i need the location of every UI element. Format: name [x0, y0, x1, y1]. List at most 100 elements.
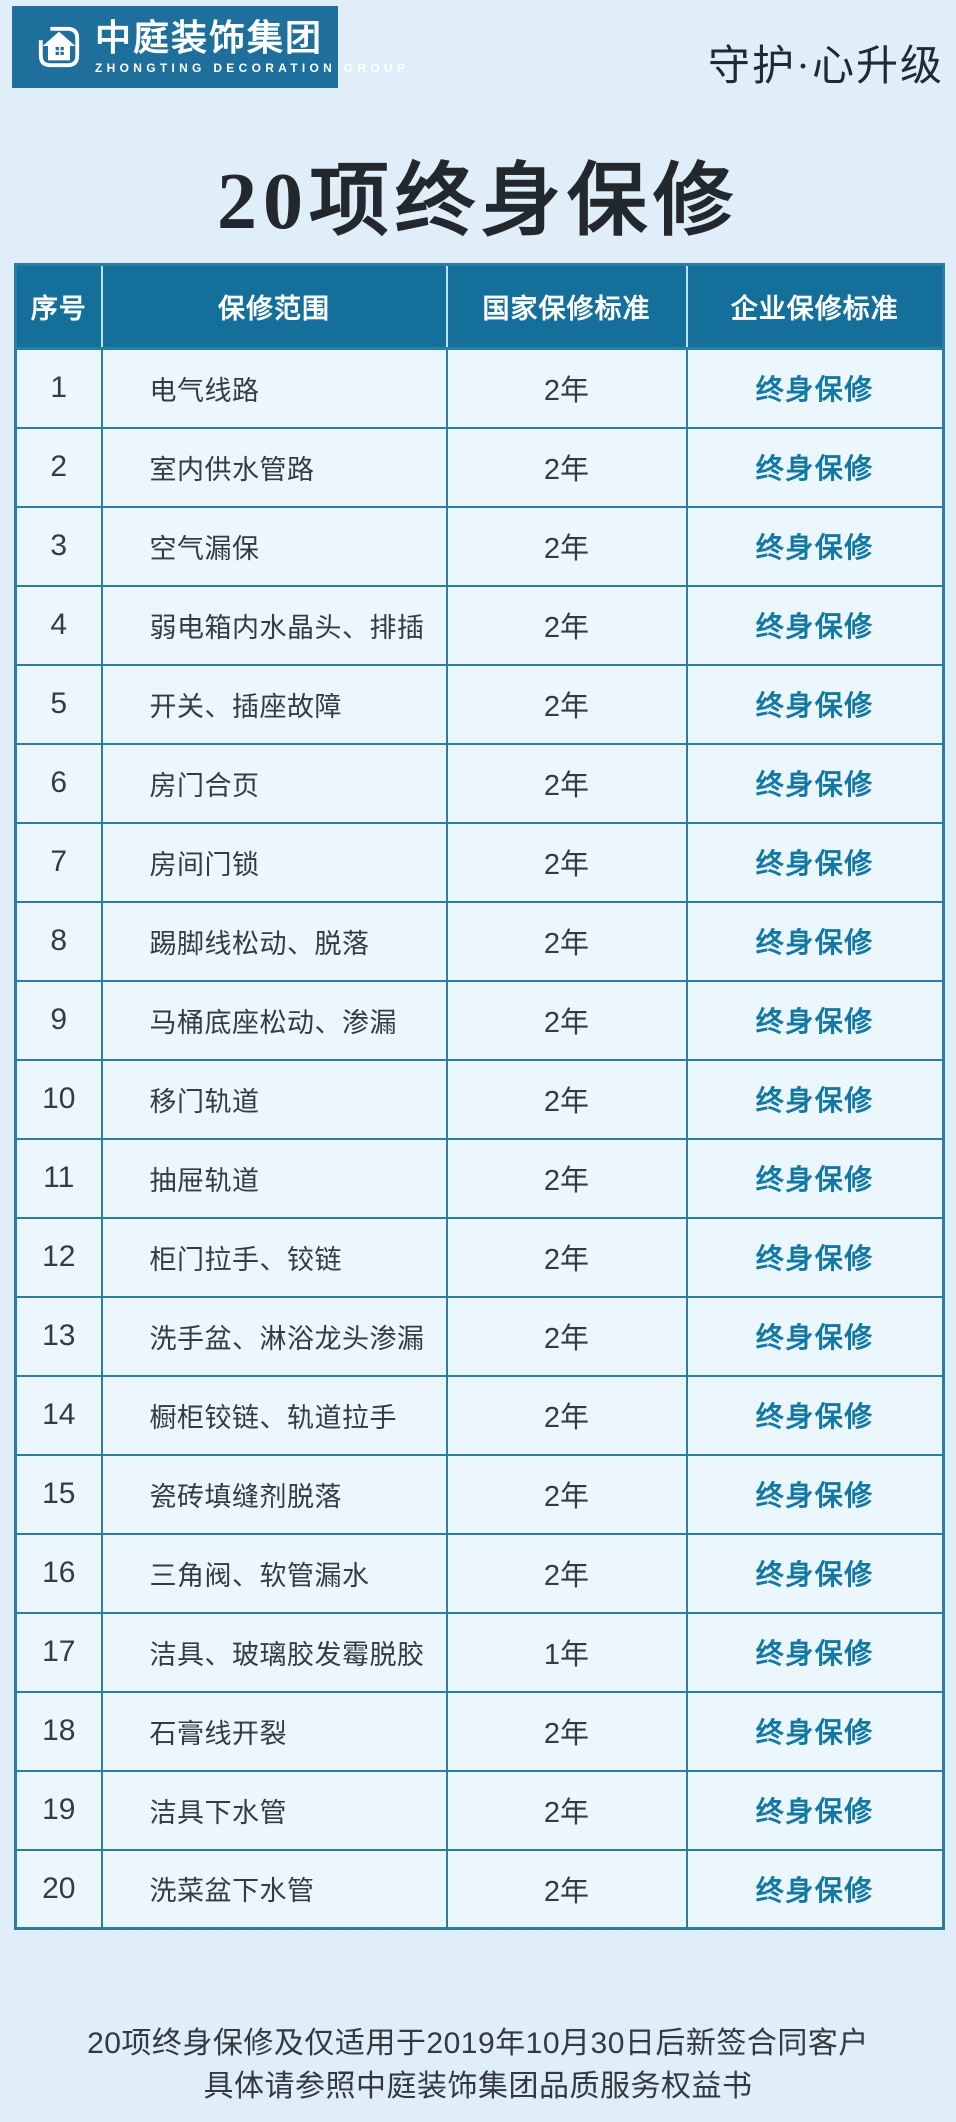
row-number-cell: 18: [14, 1690, 103, 1772]
warranty-scope-cell: 弱电箱内水晶头、排插: [100, 584, 448, 666]
column-header-scope: 保修范围: [101, 264, 448, 350]
warranty-table-header: 序号 保修范围 国家保修标准 企业保修标准: [15, 264, 944, 350]
national-standard-cell: 2年: [445, 979, 688, 1061]
enterprise-standard-cell: 终身保修: [685, 426, 945, 508]
table-row: 2 室内供水管路 2年 终身保修: [14, 426, 945, 508]
row-number-cell: 4: [14, 584, 103, 666]
table-row: 19 洁具下水管 2年 终身保修: [14, 1769, 945, 1851]
enterprise-standard-cell: 终身保修: [685, 505, 945, 587]
company-name: 中庭装饰集团: [95, 16, 324, 58]
table-row: 10 移门轨道 2年 终身保修: [14, 1058, 945, 1140]
warranty-table: 序号 保修范围 国家保修标准 企业保修标准 1 电气线路 2年 终身保修 2 室内供水管路…: [14, 263, 945, 1930]
row-number-cell: 17: [14, 1611, 103, 1693]
national-standard-cell: 2年: [445, 1769, 688, 1851]
enterprise-standard-cell: 终身保修: [685, 584, 945, 666]
national-standard-cell: 2年: [445, 1690, 688, 1772]
national-standard-cell: 2年: [445, 1848, 688, 1930]
warranty-scope-cell: 洁具、玻璃胶发霉脱胶: [100, 1611, 448, 1693]
footer-note-line2: 具体请参照中庭装饰集团品质服务权益书: [203, 2070, 753, 2103]
row-number-cell: 11: [14, 1137, 103, 1219]
enterprise-standard-cell: 终身保修: [685, 979, 945, 1061]
national-standard-cell: 2年: [445, 1058, 688, 1140]
footer-note-line1: 20项终身保修及仅适用于2019年10月30日后新签合同客户: [87, 2027, 869, 2060]
row-number-cell: 14: [14, 1374, 103, 1456]
national-standard-cell: 2年: [445, 1532, 688, 1614]
footer-note: 20项终身保修及仅适用于2019年10月30日后新签合同客户 具体请参照中庭装饰…: [0, 2022, 956, 2108]
column-header-national: 国家保修标准: [446, 264, 688, 350]
row-number-cell: 5: [14, 663, 103, 745]
table-row: 3 空气漏保 2年 终身保修: [14, 505, 945, 587]
table-row: 13 洗手盆、淋浴龙头渗漏 2年 终身保修: [14, 1295, 945, 1377]
enterprise-standard-cell: 终身保修: [685, 1532, 945, 1614]
national-standard-cell: 2年: [445, 663, 688, 745]
table-row: 9 马桶底座松动、渗漏 2年 终身保修: [14, 979, 945, 1061]
company-name-en: ZHONGTING DECORATION GROUP: [95, 61, 410, 76]
national-standard-cell: 2年: [445, 1295, 688, 1377]
warranty-scope-cell: 石膏线开裂: [100, 1690, 448, 1772]
row-number-cell: 2: [14, 426, 103, 508]
enterprise-standard-cell: 终身保修: [685, 1611, 945, 1693]
warranty-scope-cell: 空气漏保: [100, 505, 448, 587]
enterprise-standard-cell: 终身保修: [685, 347, 945, 429]
enterprise-standard-cell: 终身保修: [685, 1295, 945, 1377]
row-number-cell: 16: [14, 1532, 103, 1614]
warranty-scope-cell: 房门合页: [100, 742, 448, 824]
national-standard-cell: 2年: [445, 1216, 688, 1298]
row-number-cell: 19: [14, 1769, 103, 1851]
table-row: 14 橱柜铰链、轨道拉手 2年 终身保修: [14, 1374, 945, 1456]
enterprise-standard-cell: 终身保修: [685, 1058, 945, 1140]
row-number-cell: 15: [14, 1453, 103, 1535]
table-row: 16 三角阀、软管漏水 2年 终身保修: [14, 1532, 945, 1614]
national-standard-cell: 2年: [445, 426, 688, 508]
warranty-scope-cell: 抽屉轨道: [100, 1137, 448, 1219]
slogan-text: 守护·心升级: [708, 44, 944, 90]
warranty-table-body: 1 电气线路 2年 终身保修 2 室内供水管路 2年 终身保修 3 空气漏保 2年 终身保修 4 弱电箱内…: [14, 347, 945, 1930]
row-number-cell: 6: [14, 742, 103, 824]
enterprise-standard-cell: 终身保修: [685, 821, 945, 903]
enterprise-standard-cell: 终身保修: [685, 742, 945, 824]
enterprise-standard-cell: 终身保修: [685, 1216, 945, 1298]
row-number-cell: 9: [14, 979, 103, 1061]
enterprise-standard-cell: 终身保修: [685, 1137, 945, 1219]
table-row: 17 洁具、玻璃胶发霉脱胶 1年 终身保修: [14, 1611, 945, 1693]
row-number-cell: 12: [14, 1216, 103, 1298]
warranty-scope-cell: 三角阀、软管漏水: [100, 1532, 448, 1614]
table-row: 11 抽屉轨道 2年 终身保修: [14, 1137, 945, 1219]
enterprise-standard-cell: 终身保修: [685, 1769, 945, 1851]
warranty-scope-cell: 洗菜盆下水管: [100, 1848, 448, 1930]
row-number-cell: 3: [14, 505, 103, 587]
warranty-scope-cell: 瓷砖填缝剂脱落: [100, 1453, 448, 1535]
enterprise-standard-cell: 终身保修: [685, 900, 945, 982]
warranty-scope-cell: 马桶底座松动、渗漏: [100, 979, 448, 1061]
warranty-scope-cell: 踢脚线松动、脱落: [100, 900, 448, 982]
national-standard-cell: 2年: [445, 821, 688, 903]
row-number-cell: 20: [14, 1848, 103, 1930]
row-number-cell: 8: [14, 900, 103, 982]
row-number-cell: 10: [14, 1058, 103, 1140]
warranty-scope-cell: 电气线路: [100, 347, 448, 429]
national-standard-cell: 2年: [445, 900, 688, 982]
row-number-cell: 7: [14, 821, 103, 903]
table-row: 8 踢脚线松动、脱落 2年 终身保修: [14, 900, 945, 982]
table-row: 7 房间门锁 2年 终身保修: [14, 821, 945, 903]
warranty-scope-cell: 洗手盆、淋浴龙头渗漏: [100, 1295, 448, 1377]
table-row: 1 电气线路 2年 终身保修: [14, 347, 945, 429]
national-standard-cell: 2年: [445, 505, 688, 587]
table-row: 18 石膏线开裂 2年 终身保修: [14, 1690, 945, 1772]
warranty-scope-cell: 房间门锁: [100, 821, 448, 903]
warranty-scope-cell: 开关、插座故障: [100, 663, 448, 745]
table-row: 15 瓷砖填缝剂脱落 2年 终身保修: [14, 1453, 945, 1535]
table-row: 20 洗菜盆下水管 2年 终身保修: [14, 1848, 945, 1930]
enterprise-standard-cell: 终身保修: [685, 1374, 945, 1456]
logo-text-block: 中庭装饰集团 ZHONGTING DECORATION GROUP: [95, 16, 410, 76]
enterprise-standard-cell: 终身保修: [685, 1453, 945, 1535]
home-icon: [38, 26, 80, 68]
row-number-cell: 13: [14, 1295, 103, 1377]
company-logo: 中庭装饰集团 ZHONGTING DECORATION GROUP: [12, 6, 405, 88]
table-row: 5 开关、插座故障 2年 终身保修: [14, 663, 945, 745]
enterprise-standard-cell: 终身保修: [685, 1690, 945, 1772]
column-header-number: 序号: [15, 264, 103, 350]
enterprise-standard-cell: 终身保修: [685, 1848, 945, 1930]
national-standard-cell: 2年: [445, 1374, 688, 1456]
